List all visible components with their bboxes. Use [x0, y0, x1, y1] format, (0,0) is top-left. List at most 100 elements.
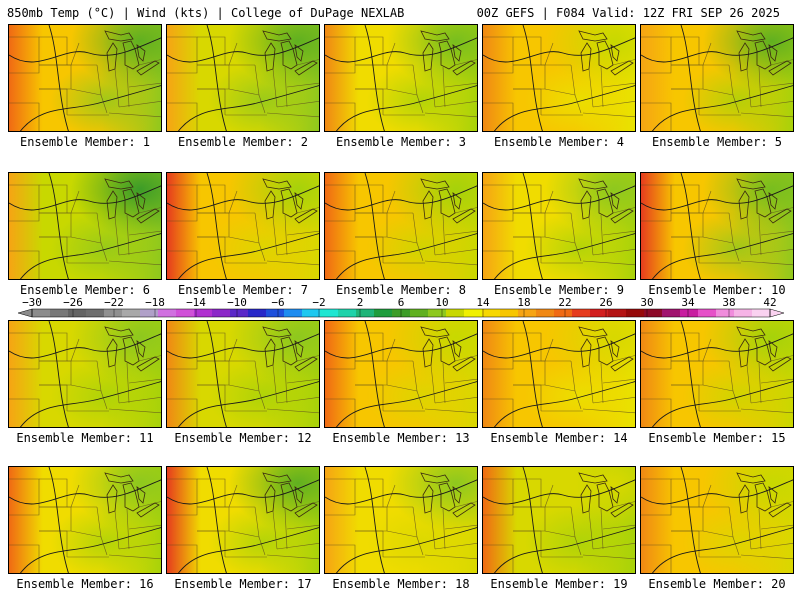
colorbar-swatch	[122, 309, 141, 317]
state-border	[740, 408, 793, 414]
colorbar-swatch	[590, 309, 609, 317]
great-lake-outline	[736, 178, 766, 190]
state-border	[746, 216, 752, 256]
state-border	[266, 112, 319, 118]
state-border	[483, 332, 514, 370]
great-lake-outline	[294, 356, 318, 372]
state-border	[386, 236, 418, 244]
state-border	[325, 36, 356, 74]
state-border	[386, 384, 418, 392]
height-contour	[364, 467, 385, 573]
state-border	[600, 362, 604, 404]
great-lake-outline	[610, 192, 620, 210]
great-lake-outline	[294, 44, 304, 62]
height-contour	[522, 467, 543, 573]
state-border	[760, 82, 793, 88]
great-lake-outline	[420, 178, 450, 190]
state-border	[602, 378, 635, 384]
state-border	[641, 332, 672, 370]
great-lake-outline	[420, 30, 450, 42]
great-lake-outline	[452, 208, 476, 224]
state-border	[39, 384, 68, 411]
state-border	[750, 100, 793, 108]
ensemble-member-label-2: Ensemble Member: 2	[177, 135, 309, 149]
height-contour	[325, 185, 477, 211]
height-contour	[48, 467, 69, 573]
great-lake-outline	[122, 482, 140, 512]
colorbar-tick-label: −2	[312, 296, 325, 309]
state-border	[544, 236, 576, 244]
state-border	[612, 207, 635, 214]
state-border	[434, 396, 477, 404]
state-border	[197, 530, 226, 557]
state-border	[39, 88, 68, 115]
colorbar-tick-label: 14	[476, 296, 490, 309]
cool-anomaly	[167, 173, 319, 279]
great-lake-outline	[610, 340, 620, 358]
height-contour	[641, 37, 793, 63]
state-border	[386, 530, 418, 538]
height-contour	[652, 85, 793, 131]
state-border	[600, 214, 604, 256]
state-border	[641, 184, 672, 222]
great-lake-outline	[422, 190, 434, 220]
height-contour	[9, 333, 161, 359]
great-lake-outline	[596, 40, 614, 70]
state-border	[758, 508, 762, 550]
state-border	[544, 190, 554, 214]
state-border	[544, 42, 554, 66]
colorbar-tick-label: −18	[145, 296, 165, 309]
height-contour	[9, 479, 161, 505]
ensemble-member-map-6	[8, 172, 162, 280]
state-border	[276, 100, 319, 108]
state-border	[114, 364, 120, 404]
height-contour	[48, 321, 69, 427]
great-lake-outline	[596, 188, 614, 218]
great-lake-outline	[736, 326, 766, 338]
state-border	[70, 42, 80, 66]
state-border	[228, 42, 238, 66]
great-lake-outline	[768, 208, 792, 224]
state-border	[9, 332, 40, 370]
height-contour	[325, 37, 477, 63]
cool-anomaly	[9, 173, 161, 279]
ensemble-member-label-17: Ensemble Member: 17	[174, 577, 312, 591]
state-border	[483, 184, 514, 222]
state-border	[286, 82, 319, 88]
great-lake-outline	[280, 40, 298, 70]
great-lake-outline	[580, 42, 592, 72]
state-border	[228, 384, 260, 392]
height-contour	[336, 527, 477, 573]
state-border	[39, 530, 68, 557]
state-border	[750, 248, 793, 256]
cool-anomaly	[9, 25, 161, 131]
state-border	[442, 508, 446, 550]
colorbar-swatch	[374, 309, 393, 317]
state-border	[442, 214, 446, 256]
height-contour	[483, 185, 635, 211]
colorbar-tick-label: −26	[63, 296, 83, 309]
cool-anomaly	[641, 173, 793, 279]
great-lake-outline	[438, 40, 456, 70]
state-border	[612, 59, 635, 66]
state-border	[167, 102, 198, 131]
height-contour	[641, 479, 793, 505]
ensemble-member-map-12	[166, 320, 320, 428]
cool-anomaly	[325, 25, 477, 131]
great-lake-outline	[580, 338, 592, 368]
height-contour	[206, 25, 227, 131]
state-border	[386, 88, 418, 96]
ensemble-member-map-8	[324, 172, 478, 280]
state-border	[128, 524, 161, 530]
height-contour	[522, 321, 543, 427]
state-border	[138, 355, 161, 362]
height-contour	[494, 527, 635, 573]
state-border	[355, 384, 384, 411]
great-lake-outline	[280, 482, 298, 512]
great-lake-outline	[264, 338, 276, 368]
state-border	[702, 42, 712, 66]
state-border	[325, 250, 356, 279]
height-contour	[364, 321, 385, 427]
state-border	[582, 408, 635, 414]
state-border	[442, 362, 446, 404]
